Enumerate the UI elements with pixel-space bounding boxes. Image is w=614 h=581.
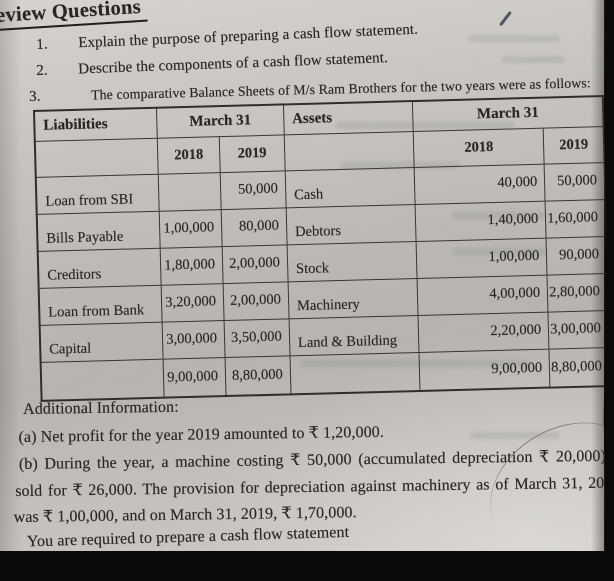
closing-instruction: You are required to prepare a cash flow … [26,523,350,551]
amount-cell: 80,000 [221,207,287,247]
empty-cell [34,137,159,177]
bleedthrough-smudge [340,162,460,169]
assets-header: Assets [283,101,414,135]
year-2018-right: 2018 [413,127,545,168]
liability-cell: Capital [39,321,164,362]
amount-cell: 40,000 [414,163,546,205]
total-cell: 9,00,000 [163,357,227,398]
amount-cell: 3,50,000 [224,318,290,358]
question-1: 1. Explain the purpose of preparing a cas… [36,22,418,54]
page-title: eview Questions [0,0,148,31]
bleedthrough-smudge [336,122,514,129]
total-cell: 8,80,000 [224,355,291,397]
pen-mark [499,11,512,26]
page-edge-shadow [591,0,605,551]
asset-cell: Debtors [285,204,417,245]
liability-cell: Creditors [37,247,162,288]
liability-cell: Bills Payable [36,210,161,251]
question-text: Explain the purpose of preparing a cash … [77,21,419,52]
amount-cell [158,172,222,211]
asset-cell: Cash [284,167,416,208]
liability-cell: Loan from SBI [35,173,160,214]
question-2: 2. Describe the components of a cash flow… [36,50,388,80]
asset-cell [289,351,421,395]
amount-cell: 50,000 [220,170,286,210]
liability-cell [40,358,165,401]
question-number: 3. [29,88,41,105]
question-number: 1. [36,36,49,53]
amount-cell: 1,00,000 [416,237,548,278]
question-number: 2. [36,62,49,79]
comparative-balance-sheet-table: Liabilities March 31 Assets March 31 201… [33,95,612,402]
asset-cell: Land & Building [288,314,420,356]
additional-info-heading: Additional Information: [22,398,179,418]
amount-cell: 1,40,000 [415,200,547,242]
amount-cell: 2,20,000 [418,311,550,352]
amount-cell: 4,00,000 [417,274,549,315]
amount-cell: 2,00,000 [222,244,288,284]
bleedthrough-smudge [468,35,560,42]
amount-cell: 2,00,000 [223,281,289,321]
total-cell: 9,00,000 [419,348,551,391]
amount-cell: 1,00,000 [159,209,223,248]
amount-cell: 1,80,000 [160,246,224,285]
liability-cell: Loan from Bank [38,284,163,325]
photo-edge [603,0,614,551]
bleedthrough-smudge [470,432,560,439]
question-text: Describe the components of a cash flow s… [77,50,389,78]
asset-cell: Machinery [287,277,419,319]
bleedthrough-smudge [502,56,564,63]
year-2018-left: 2018 [157,136,221,174]
additional-info-line-b3: was ₹ 1,00,000, and on March 31, 2019, ₹… [13,504,357,527]
asset-cell: Stock [286,241,418,282]
liabilities-header: Liabilities [34,107,158,141]
bleedthrough-smudge [300,360,530,367]
march31-header-left: March 31 [156,104,285,138]
empty-cell [284,131,415,171]
bleedthrough-smudge [452,248,548,255]
amount-cell: 3,00,000 [162,320,225,359]
additional-info-line-a: (a) Net profit for the year 2019 amounte… [18,423,385,446]
bleedthrough-smudge [452,212,548,219]
amount-cell: 3,20,000 [161,283,225,322]
year-2019-left: 2019 [219,134,285,173]
